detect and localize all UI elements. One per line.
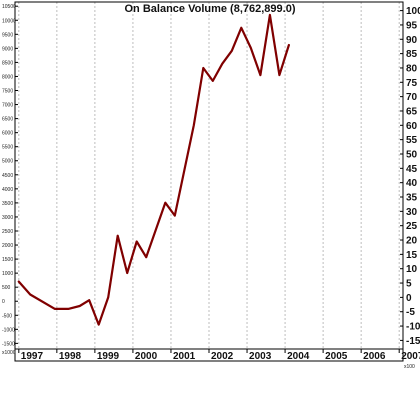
right-tick-label: 15 [406, 250, 418, 261]
left-tick-label: 8500 [2, 60, 13, 66]
left-tick-label: -500 [2, 313, 12, 319]
right-tick-label: 5 [406, 279, 412, 290]
left-tick-label: 6500 [2, 117, 13, 123]
left-tick-label: 9500 [2, 32, 13, 38]
left-y-axis: -1500 -1000 -500 0 500 1000 1500 2000 2500 3000 35… [2, 4, 18, 347]
right-tick-label: 0 [406, 293, 412, 304]
right-y-axis: -15 -10 -5 0 5 10 15 20 25 30 35 40 45 50 55 60 65 70 75 80… [400, 6, 420, 347]
right-tick-label: 40 [406, 178, 418, 189]
x-tick-label: 2002 [211, 351, 234, 362]
right-tick-label: 75 [406, 78, 418, 89]
left-tick-label: 10000 [2, 18, 16, 24]
left-tick-label: -1000 [2, 327, 15, 333]
left-tick-label: 5000 [2, 159, 13, 165]
right-tick-label: 70 [406, 92, 418, 103]
x-tick-label: 2003 [249, 351, 272, 362]
right-tick-label: 55 [406, 135, 418, 146]
left-tick-label: 5500 [2, 145, 13, 151]
left-tick-label: 4500 [2, 173, 13, 179]
right-tick-label: 80 [406, 63, 418, 74]
right-tick-label: 25 [406, 221, 418, 232]
left-tick-label: 10500 [2, 4, 16, 10]
left-tick-label: 1500 [2, 257, 13, 263]
left-tick-label: -1500 [2, 341, 15, 347]
left-tick-label: 2000 [2, 243, 13, 249]
right-tick-label: 65 [406, 106, 418, 117]
left-tick-label: 8000 [2, 74, 13, 80]
x-tick-label: 2007 [401, 351, 420, 362]
x-tick-label: 2000 [135, 351, 158, 362]
left-tick-label: 9000 [2, 46, 13, 52]
left-tick-label: 3000 [2, 215, 13, 221]
right-tick-label: 30 [406, 207, 418, 218]
right-tick-label: -10 [406, 322, 420, 333]
right-tick-label: 20 [406, 236, 418, 247]
right-axis-unit-label: x100 [404, 364, 415, 370]
left-tick-label: 4000 [2, 187, 13, 193]
series-group [17, 13, 290, 326]
right-tick-label: 85 [406, 49, 418, 60]
right-tick-label: 60 [406, 121, 418, 132]
left-axis-unit-label: x1000 [2, 350, 16, 356]
x-tick-label: 1998 [59, 351, 82, 362]
left-tick-label: 7500 [2, 89, 13, 95]
left-tick-label: 0 [2, 299, 5, 305]
x-tick-label: 1999 [97, 351, 120, 362]
left-tick-label: 3500 [2, 201, 13, 207]
x-tick-label: 2001 [173, 351, 196, 362]
left-tick-label: 6000 [2, 131, 13, 137]
right-tick-label: -15 [406, 336, 420, 347]
right-tick-label: 100 [406, 6, 420, 17]
left-tick-label: 1000 [2, 271, 13, 277]
right-tick-label: 95 [406, 20, 418, 31]
left-tick-label: 7000 [2, 103, 13, 109]
right-tick-label: 90 [406, 35, 418, 46]
x-tick-label: 2006 [363, 351, 386, 362]
right-tick-label: 50 [406, 149, 418, 160]
x-axis: 1997 1998 1999 2000 2001 2002 2003 2004 2005 2006… [18, 349, 420, 362]
right-tick-label: 35 [406, 193, 418, 204]
left-tick-label: 2500 [2, 229, 13, 235]
right-tick-label: 10 [406, 264, 418, 275]
x-tick-label: 2004 [287, 351, 310, 362]
chart-title: On Balance Volume (8,762,899.0) [125, 3, 296, 15]
vertical-gridlines [18, 2, 400, 349]
left-tick-label: 500 [2, 285, 11, 291]
right-tick-label: 45 [406, 164, 418, 175]
x-tick-label: 1997 [21, 351, 44, 362]
obv-series-line [17, 13, 290, 326]
right-tick-label: -5 [406, 307, 415, 318]
x-tick-label: 2005 [325, 351, 348, 362]
